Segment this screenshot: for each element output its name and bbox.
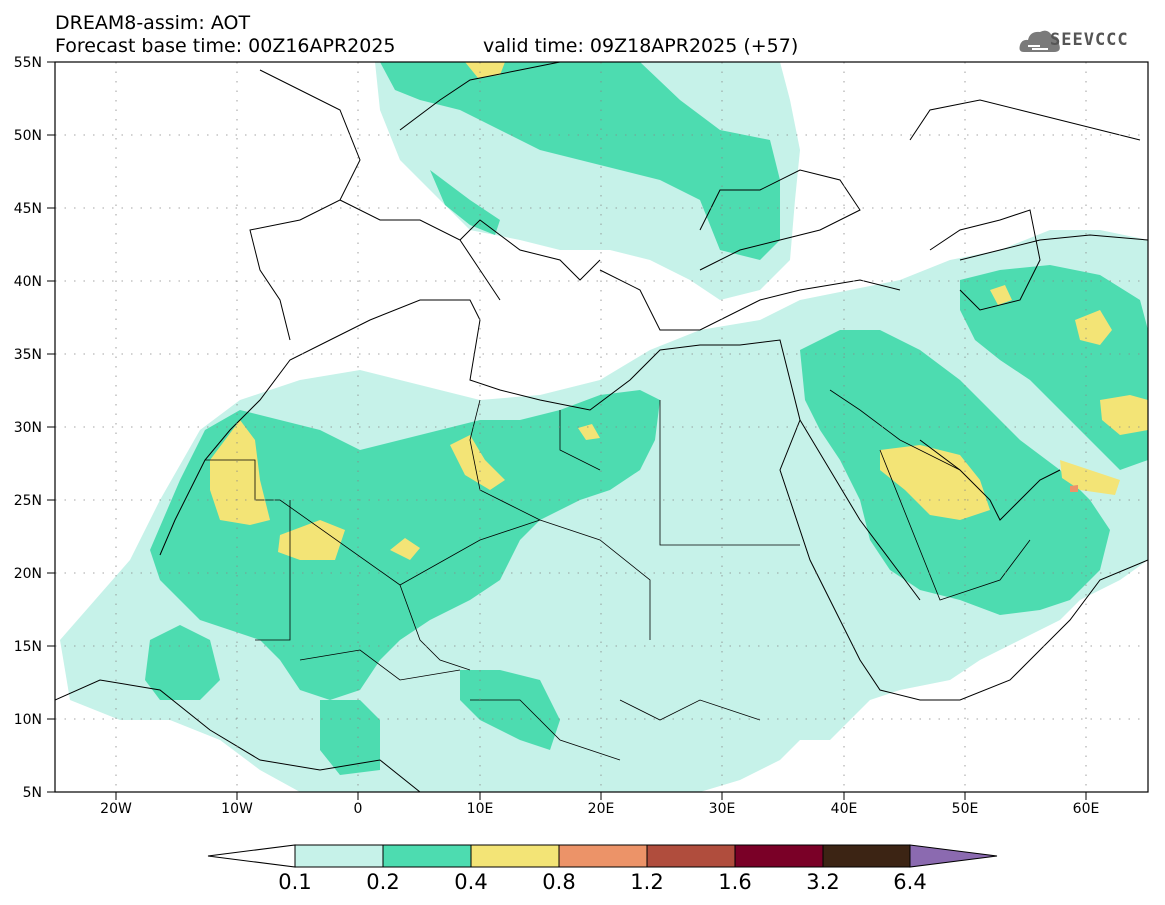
colorbar-label: 0.8 — [542, 870, 576, 894]
lon-label: 30E — [709, 801, 736, 817]
aot-region-italy — [430, 170, 500, 235]
valid-time: valid time: 09Z18APR2025 (+57) — [483, 35, 799, 57]
aot-region-0.8-gulf — [1070, 485, 1078, 492]
tick-marks — [47, 61, 1087, 800]
colorbar-label: 0.4 — [454, 870, 488, 894]
lat-label: 50N — [14, 128, 42, 144]
lon-label: 20E — [588, 801, 615, 817]
lat-label: 20N — [14, 566, 42, 582]
aot-region-0.4-iran — [1075, 310, 1112, 345]
lat-label: 25N — [14, 493, 42, 509]
lon-label: 10E — [467, 801, 494, 817]
lon-label: 50E — [952, 801, 979, 817]
aot-region-0.4-pakistan — [1100, 395, 1148, 435]
aot-region-0.4-algeria — [450, 435, 505, 490]
colorbar-segment — [646, 844, 736, 868]
grid-lines — [55, 62, 1148, 792]
aot-region-0.4-libya — [578, 424, 600, 440]
lat-label: 45N — [14, 201, 42, 217]
aot-region-0.4-mali — [390, 538, 420, 560]
colorbar-segment — [294, 844, 384, 868]
colorbar-label: 1.6 — [718, 870, 752, 894]
colorbar-label: 0.2 — [366, 870, 400, 894]
lat-label: 5N — [23, 785, 42, 801]
aot-region-0.4-arabia — [880, 445, 990, 520]
lat-label: 55N — [14, 55, 42, 71]
aot-region-europe-0.2 — [380, 62, 780, 260]
colorbar-label: 3.2 — [806, 870, 840, 894]
lon-label: 20W — [100, 801, 132, 817]
colorbar-segment — [558, 844, 648, 868]
lon-label: 0 — [354, 801, 363, 817]
colorbar-segment — [822, 844, 911, 868]
lat-label: 30N — [14, 420, 42, 436]
borders — [205, 389, 1031, 761]
lat-label: 15N — [14, 639, 42, 655]
lat-label: 10N — [14, 712, 42, 728]
coastlines — [55, 62, 1148, 792]
lon-label: 60E — [1073, 801, 1100, 817]
aot-region-west-africa — [145, 625, 220, 700]
forecast-base-time: Forecast base time: 00Z16APR2025 — [55, 35, 396, 57]
colorbar-segment — [470, 844, 560, 868]
colorbar-label: 0.1 — [278, 870, 312, 894]
lon-label: 40E — [831, 801, 858, 817]
colorbar-segment — [734, 844, 824, 868]
lat-label: 40N — [14, 274, 42, 290]
aot-region-0.4-baltic — [465, 62, 505, 78]
colorbar-segment — [382, 844, 472, 868]
lat-label: 35N — [14, 347, 42, 363]
aot-region-0.4-caspian — [990, 285, 1012, 305]
colorbar-segment-low — [207, 844, 296, 868]
aot-region-0.4-mauritania — [278, 520, 345, 560]
aot-region-central-africa — [320, 700, 380, 775]
colorbar-label: 1.2 — [630, 870, 664, 894]
aot-region-chad — [460, 670, 560, 750]
cloud-icon — [1019, 30, 1060, 52]
colorbar — [207, 844, 998, 868]
lon-label: 10W — [221, 801, 253, 817]
logo-text: SEEVCCC — [1050, 30, 1129, 50]
colorbar-segment-high — [909, 844, 998, 868]
map-title: DREAM8-assim: AOT — [55, 12, 251, 34]
aot-contours — [60, 62, 1148, 792]
colorbar-label: 6.4 — [893, 870, 927, 894]
